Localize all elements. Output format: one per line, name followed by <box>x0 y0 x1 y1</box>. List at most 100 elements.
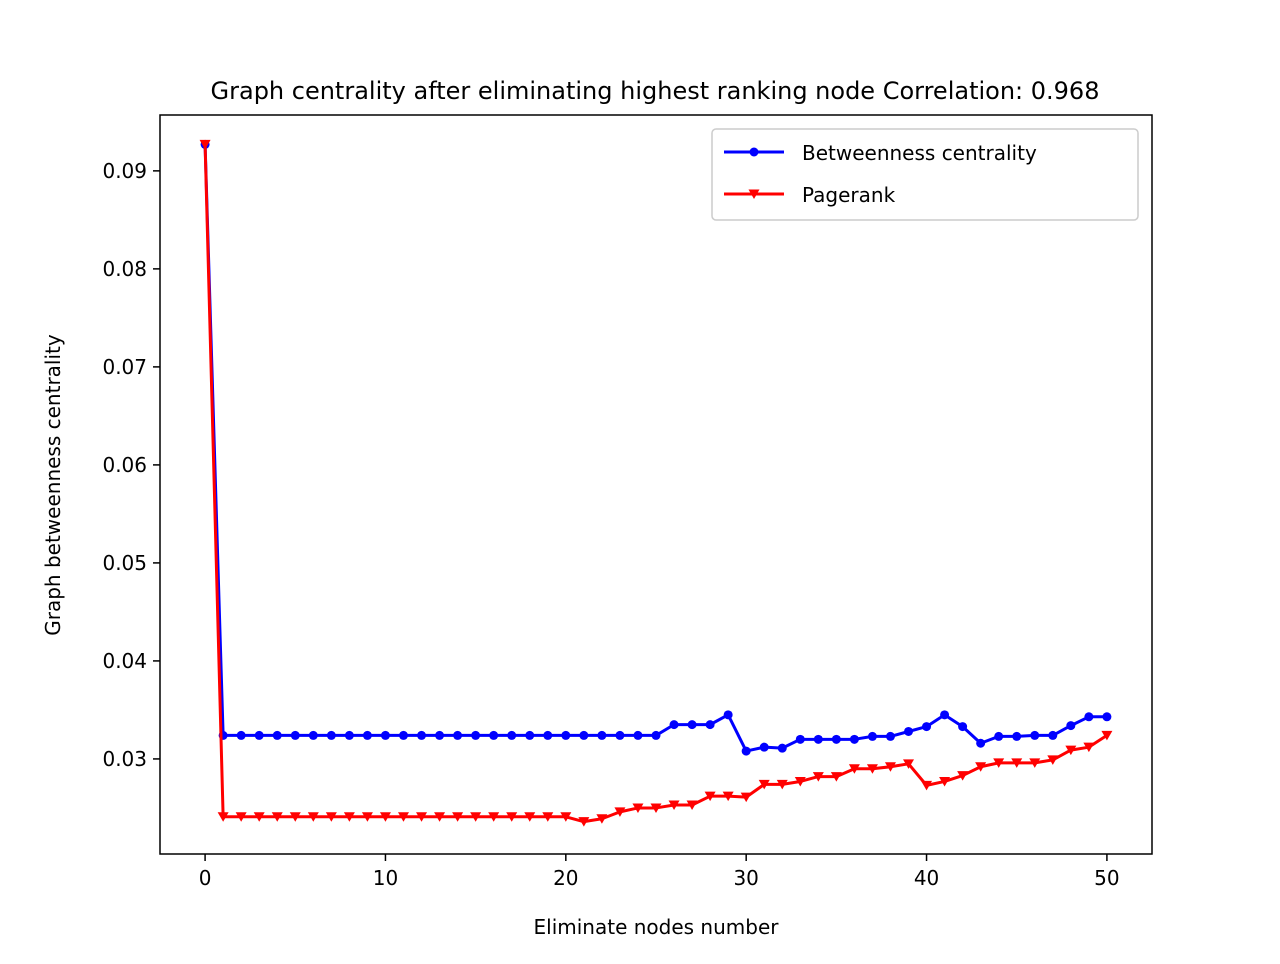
data-point-pagerank <box>794 776 806 787</box>
y-axis-ticks: 0.03 0.04 0.05 0.06 0.07 0.08 0.09 <box>102 159 160 771</box>
data-point-pagerank <box>884 762 896 772</box>
data-point-betweenness <box>651 730 661 740</box>
data-point-betweenness <box>705 720 715 730</box>
data-point-betweenness <box>669 720 679 730</box>
data-point-betweenness <box>579 730 589 740</box>
data-point-betweenness <box>723 710 733 720</box>
legend: Betweenness centrality Pagerank <box>711 128 1139 221</box>
data-point-pagerank <box>1011 758 1023 768</box>
x-axis-ticks: 0 10 20 30 40 50 <box>199 854 1120 890</box>
y-tick-label: 0.03 <box>102 747 147 771</box>
data-point-pagerank <box>758 779 770 790</box>
data-point-pagerank <box>704 791 716 802</box>
data-point-betweenness <box>615 730 625 740</box>
data-point-pagerank <box>668 800 680 810</box>
data-point-pagerank <box>560 812 572 822</box>
x-tick-label: 0 <box>199 866 212 890</box>
data-point-betweenness <box>1048 730 1058 740</box>
data-point-betweenness <box>795 734 805 744</box>
data-point-pagerank <box>542 812 554 822</box>
y-tick-label: 0.06 <box>102 453 147 477</box>
x-tick-label: 10 <box>373 866 398 890</box>
data-point-pagerank <box>812 772 824 782</box>
data-point-pagerank <box>217 812 229 822</box>
data-point-betweenness <box>922 722 932 732</box>
data-point-betweenness <box>561 730 571 740</box>
series-pagerank <box>199 139 1113 827</box>
data-point-pagerank <box>903 759 915 769</box>
data-point-pagerank <box>253 812 265 822</box>
data-point-pagerank <box>993 758 1005 768</box>
data-point-pagerank <box>686 800 698 810</box>
data-point-pagerank <box>740 792 752 803</box>
data-point-betweenness <box>326 730 336 740</box>
data-point-betweenness <box>525 730 535 740</box>
data-point-betweenness <box>435 730 445 740</box>
data-point-betweenness <box>1102 712 1112 722</box>
data-point-betweenness <box>976 738 986 748</box>
y-tick-label: 0.07 <box>102 355 147 379</box>
data-point-pagerank <box>596 814 608 824</box>
data-point-betweenness <box>380 730 390 740</box>
data-point-pagerank <box>722 791 734 802</box>
data-point-pagerank <box>1083 742 1095 753</box>
legend-label-betweenness: Betweenness centrality <box>802 141 1037 165</box>
data-point-betweenness <box>940 710 950 720</box>
data-point-betweenness <box>489 730 499 740</box>
data-point-betweenness <box>885 731 895 741</box>
data-point-pagerank <box>397 812 409 822</box>
y-tick-label: 0.08 <box>102 257 147 281</box>
data-point-betweenness <box>1084 712 1094 722</box>
y-axis-label: Graph betweenness centrality <box>41 334 65 636</box>
data-point-pagerank <box>1101 730 1113 741</box>
plot-frame <box>159 114 1153 855</box>
x-tick-label: 40 <box>914 866 939 890</box>
series-layer <box>199 139 1113 827</box>
data-point-betweenness <box>308 730 318 740</box>
data-point-pagerank <box>776 779 788 790</box>
data-point-betweenness <box>272 730 282 740</box>
data-point-betweenness <box>1012 731 1022 741</box>
data-point-pagerank <box>235 812 247 822</box>
data-point-betweenness <box>831 734 841 744</box>
legend-marker-betweenness <box>749 147 759 157</box>
data-point-pagerank <box>632 803 644 813</box>
data-point-pagerank <box>614 807 626 817</box>
legend-label-pagerank: Pagerank <box>802 183 896 207</box>
data-point-betweenness <box>507 730 517 740</box>
data-point-pagerank <box>488 812 500 822</box>
data-point-pagerank <box>975 762 987 772</box>
data-point-pagerank <box>939 776 951 787</box>
data-point-betweenness <box>759 742 769 752</box>
y-tick-label: 0.05 <box>102 551 147 575</box>
data-point-betweenness <box>741 746 751 756</box>
data-point-betweenness <box>1030 730 1040 740</box>
legend-box <box>711 128 1139 221</box>
data-point-pagerank <box>379 812 391 822</box>
legend-marker-pagerank <box>748 189 760 199</box>
data-point-betweenness <box>597 730 607 740</box>
data-point-pagerank <box>1047 755 1059 765</box>
data-point-pagerank <box>452 812 464 822</box>
x-tick-label: 50 <box>1094 866 1119 890</box>
data-point-pagerank <box>921 780 933 791</box>
data-point-pagerank <box>271 812 283 822</box>
data-point-betweenness <box>453 730 463 740</box>
chart-title: Graph centrality after eliminating highe… <box>211 77 1100 105</box>
x-tick-label: 30 <box>733 866 758 890</box>
x-tick-label: 20 <box>553 866 578 890</box>
data-point-betweenness <box>687 720 697 730</box>
data-point-betweenness <box>633 730 643 740</box>
data-point-pagerank <box>578 817 590 827</box>
data-point-pagerank <box>325 812 337 822</box>
data-point-pagerank <box>957 771 969 781</box>
data-point-pagerank <box>830 772 842 782</box>
data-point-pagerank <box>434 812 446 822</box>
data-point-betweenness <box>958 722 968 732</box>
data-point-pagerank <box>199 139 211 150</box>
data-point-betweenness <box>813 734 823 744</box>
data-point-pagerank <box>289 812 301 822</box>
data-point-betweenness <box>290 730 300 740</box>
